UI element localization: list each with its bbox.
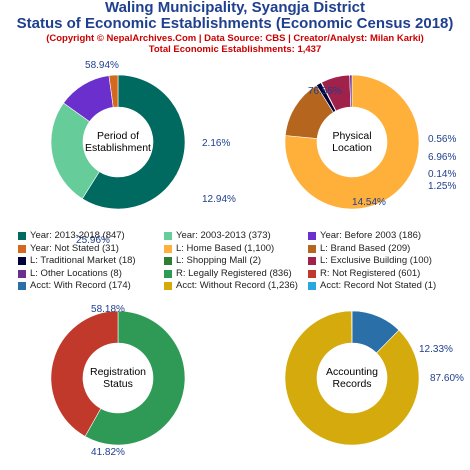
copyright-line: (Copyright © NepalArchives.Com | Data So… <box>46 33 424 44</box>
legend-row: L: Traditional Market (18) L: Shopping Ma… <box>18 255 458 267</box>
donut-center-label: Location <box>332 142 372 154</box>
legend-swatch <box>308 282 316 290</box>
legend-row: Year: Not Stated (31) L: Home Based (1,10… <box>18 243 458 255</box>
legend-label: Year: Before 2003 (186) <box>320 230 422 241</box>
donut-center-label: Physical <box>332 130 371 142</box>
legend-row: Year: 2013-2018 (847) Year: 2003-2013 (37… <box>18 230 458 242</box>
legend-label: Year: 2003-2013 (373) <box>176 230 271 241</box>
slice-percent-label: 0.56% <box>428 134 456 145</box>
slice-percent-label: 87.60% <box>430 373 464 384</box>
legend-swatch <box>18 244 26 253</box>
legend-swatch <box>164 244 172 253</box>
donut-center-label: Establishment <box>85 142 151 154</box>
donut-center-label: Period of <box>97 130 139 142</box>
legend-label: L: Brand Based (209) <box>320 242 411 254</box>
legend-swatch <box>18 269 26 278</box>
slice-percent-label: 58.18% <box>91 304 125 315</box>
legend-label: R: Not Registered (601) <box>320 267 421 279</box>
total-establishments: Total Economic Establishments: 1,437 <box>148 44 322 55</box>
legend-swatch <box>18 282 26 290</box>
legend-label: Year: Not Stated (31) <box>30 242 119 254</box>
slice-percent-label: 76.55% <box>308 86 342 97</box>
donut-hole <box>83 107 153 177</box>
legend-swatch <box>308 232 316 240</box>
legend-swatch <box>164 257 172 265</box>
donut-hole <box>317 107 387 177</box>
legend-label: Acct: With Record (174) <box>30 280 131 291</box>
slice-percent-label: 12.33% <box>419 344 453 355</box>
legend-label: Year: 2013-2018 (847) <box>30 230 125 241</box>
slice-percent-label: 41.82% <box>91 447 125 458</box>
donut-center-label: Accounting <box>326 366 378 378</box>
legend-label: L: Other Locations (8) <box>30 267 122 279</box>
slice-percent-label: 2.16% <box>202 138 230 149</box>
legend-swatch <box>308 269 316 278</box>
legend-label: R: Legally Registered (836) <box>176 267 292 279</box>
legend-row: Acct: With Record (174) Acct: Without Rec… <box>18 280 458 292</box>
slice-percent-label: 0.14% <box>428 169 456 180</box>
slice-percent-label: 25.96% <box>76 235 110 246</box>
legend-label: Acct: Without Record (1,236) <box>176 280 298 291</box>
legend-swatch <box>164 232 172 240</box>
legend-label: L: Exclusive Building (100) <box>320 255 432 266</box>
legend-label: L: Shopping Mall (2) <box>176 255 262 266</box>
slice-percent-label: 12.94% <box>202 194 236 205</box>
donut-center-label: Status <box>103 378 133 390</box>
legend-swatch <box>308 257 316 265</box>
legend-label: L: Traditional Market (18) <box>30 255 136 266</box>
chart-title-line-1: Waling Municipality, Syangja District <box>104 0 366 16</box>
legend-swatch <box>308 244 316 253</box>
legend-swatch <box>18 257 26 265</box>
legend-swatch <box>164 282 172 290</box>
slice-percent-label: 1.25% <box>428 181 456 192</box>
slice-percent-label: 58.94% <box>85 60 119 71</box>
slice-percent-label: 14.54% <box>352 197 386 208</box>
legend-row: L: Other Locations (8) R: Legally Registe… <box>18 268 458 280</box>
legend-label: L: Home Based (1,100) <box>176 242 275 254</box>
donut-center-label: Registration <box>90 366 146 378</box>
chart-header: Waling Municipality, Syangja District St… <box>0 0 470 55</box>
donut-center-label: Records <box>332 378 371 390</box>
slice-percent-label: 6.96% <box>428 152 456 163</box>
donut-hole <box>317 343 387 413</box>
donut-hole <box>83 343 153 413</box>
legend-swatch <box>18 232 26 240</box>
chart-title-line-2: Status of Economic Establishments (Econo… <box>16 15 454 32</box>
legend-label: Acct: Record Not Stated (1) <box>320 280 437 291</box>
legend-swatch <box>164 269 172 278</box>
